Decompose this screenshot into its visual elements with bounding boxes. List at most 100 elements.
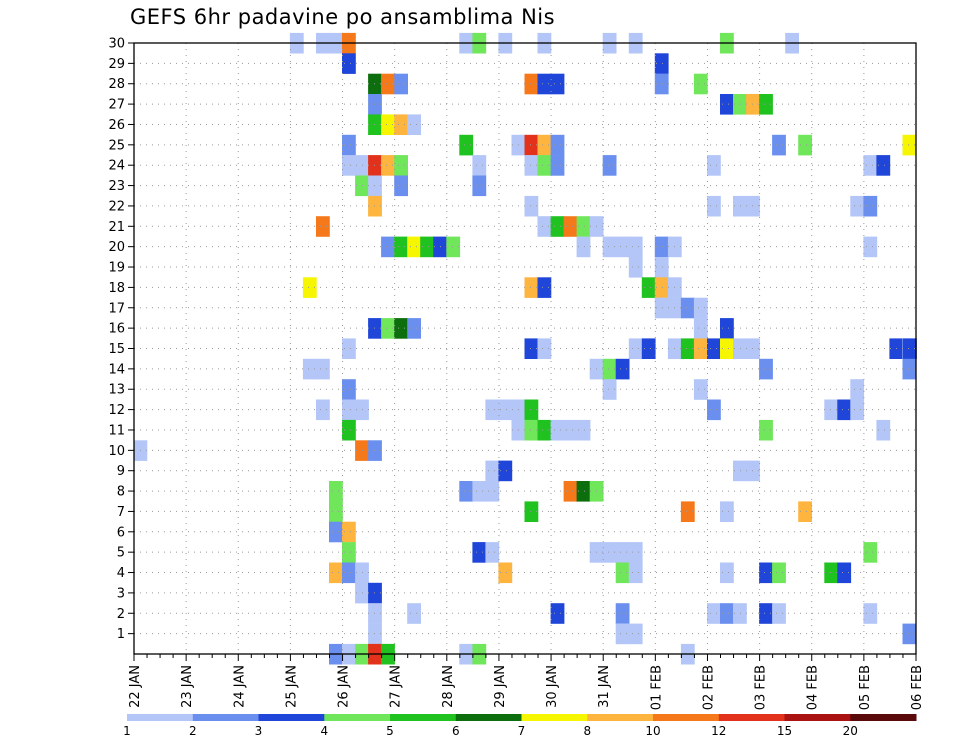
heatmap-cell [628,542,643,563]
heatmap-cell [863,236,878,258]
heatmap-cell [524,419,539,441]
heatmap-cell [342,562,356,584]
heatmap-cell [550,73,565,95]
heatmap-cell [459,481,474,502]
legend-label: 1 [123,724,131,738]
y-tick-label: 6 [117,525,125,540]
heatmap-cell [342,134,356,156]
heatmap-cell [537,277,552,298]
heatmap-cell [342,521,356,543]
heatmap-cell [654,257,669,278]
heatmap-cell [641,277,656,298]
x-tick-label: 30 JAN [545,665,560,708]
heatmap-cell [576,419,591,441]
heatmap-cell [720,562,734,584]
heatmap-cell [407,318,421,339]
x-tick-label: 27 JAN [389,665,404,708]
heatmap-cell [680,501,695,522]
y-tick-label: 9 [117,464,125,479]
heatmap-cell [850,399,865,421]
heatmap-cell [342,379,356,400]
heatmap-cell [329,481,343,502]
heatmap-cell [720,94,734,115]
y-tick-label: 14 [108,362,125,377]
heatmap-cell [707,603,721,624]
legend-swatch [390,714,457,721]
heatmap-cell [759,562,773,584]
heatmap-cell [798,134,812,156]
heatmap-cell [863,155,878,176]
heatmap-cell [342,53,356,74]
heatmap-cell [472,481,487,502]
heatmap-cell [602,236,617,258]
heatmap-cell [537,338,552,359]
heatmap-cell [628,623,643,645]
heatmap-cell [524,134,539,156]
heatmap-cell [472,155,487,176]
legend-swatch [587,714,654,721]
heatmap-cell [550,155,565,176]
y-tick-label: 24 [108,159,125,174]
legend-label: 6 [452,724,460,738]
legend-swatch [324,714,391,721]
heatmap-cell [537,73,552,95]
x-tick-label: 23 JAN [180,665,195,708]
x-tick-label: 31 JAN [597,665,612,708]
heatmap-cell [628,257,643,278]
color-legend: 1 2 3 4 5 6 7 8 10 12 15 20 [123,714,917,738]
heatmap-cell [615,562,630,584]
heatmap-cell [316,358,330,380]
legend-label: 20 [843,724,858,738]
heatmap-cell [381,114,395,135]
heatmap-cell [863,542,878,563]
y-tick-label: 2 [117,607,125,622]
legend-label: 3 [255,724,263,738]
chart-title: GEFS 6hr padavine po ansamblima Nis [130,5,556,29]
heatmap-cell [537,419,552,441]
heatmap-cell [472,542,487,563]
heatmap-cell [693,73,708,95]
heatmap-cell [602,542,617,563]
heatmap-cell [850,195,865,217]
heatmap-cell [550,603,565,624]
heatmap-cell [850,379,865,400]
heatmap-cell [485,399,500,421]
heatmap-cell [720,501,734,522]
heatmap-cell [302,277,317,298]
heatmap-cell [537,155,552,176]
y-tick-label: 20 [108,240,125,255]
heatmap-cell [876,419,891,441]
y-tick-label: 17 [108,301,125,316]
legend-label: 10 [645,724,660,738]
legend-label: 7 [518,724,526,738]
heatmap-cell [342,155,356,176]
heatmap-cell [602,379,617,400]
heatmap-cell [329,501,343,522]
y-tick-label: 8 [117,485,125,500]
heatmap-cell [316,399,330,421]
y-tick-label: 18 [108,281,125,296]
y-tick-label: 19 [108,261,125,276]
heatmap-cell [733,338,747,359]
heatmap-cell [707,399,721,421]
legend-label: 15 [777,724,792,738]
heatmap-cell [693,318,708,339]
heatmap-cell [759,603,773,624]
heatmap-cell [707,338,721,359]
x-tick-label: 26 JAN [337,665,352,708]
y-tick-label: 26 [108,118,125,133]
heatmap-cell [654,236,669,258]
heatmap-cell [863,195,878,217]
legend-swatch [258,714,325,721]
heatmap-cell [524,338,539,359]
heatmap-cell [733,460,747,482]
y-tick-label: 25 [108,138,125,153]
heatmap-cell [485,481,500,502]
heatmap-cell [615,623,630,645]
heatmap-cell [693,297,708,319]
heatmap-cell [798,501,812,522]
y-tick-label: 28 [108,77,125,92]
heatmap-cell [550,419,565,441]
heatmap-cell [472,175,487,197]
heatmap-cell [759,94,773,115]
